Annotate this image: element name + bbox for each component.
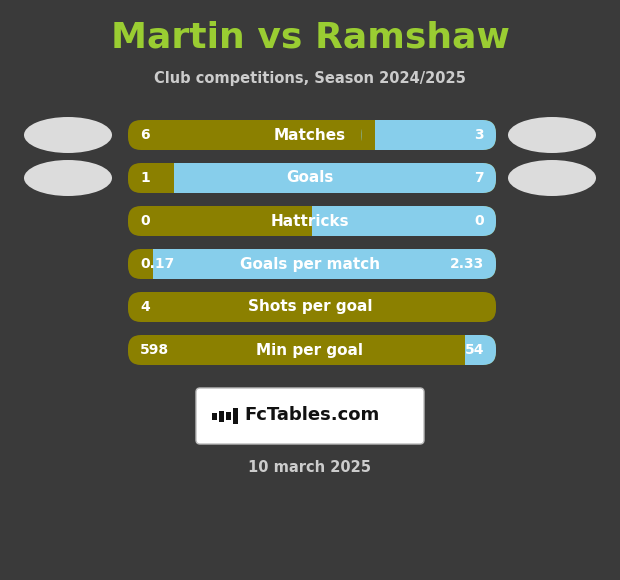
Ellipse shape: [24, 117, 112, 153]
FancyBboxPatch shape: [128, 120, 496, 150]
Text: 7: 7: [474, 171, 484, 185]
Bar: [226, 412, 231, 420]
Bar: [299, 206, 312, 236]
Text: Matches: Matches: [274, 128, 346, 143]
FancyBboxPatch shape: [128, 335, 496, 365]
Bar: [453, 335, 466, 365]
Text: 0: 0: [140, 214, 149, 228]
Text: Shots per goal: Shots per goal: [248, 299, 372, 314]
FancyBboxPatch shape: [196, 388, 424, 444]
FancyBboxPatch shape: [361, 120, 496, 150]
Text: Min per goal: Min per goal: [257, 343, 363, 357]
Text: Club competitions, Season 2024/2025: Club competitions, Season 2024/2025: [154, 71, 466, 85]
Text: 0.17: 0.17: [140, 257, 174, 271]
Text: 2.33: 2.33: [450, 257, 484, 271]
Text: 6: 6: [140, 128, 149, 142]
Bar: [212, 412, 217, 419]
Text: FcTables.com: FcTables.com: [244, 406, 379, 424]
Bar: [361, 120, 374, 150]
FancyBboxPatch shape: [128, 249, 496, 279]
Text: 598: 598: [140, 343, 169, 357]
Text: Hattricks: Hattricks: [271, 213, 349, 229]
Text: Martin vs Ramshaw: Martin vs Ramshaw: [110, 21, 510, 55]
FancyBboxPatch shape: [128, 292, 496, 322]
FancyBboxPatch shape: [453, 335, 496, 365]
Ellipse shape: [24, 160, 112, 196]
FancyBboxPatch shape: [128, 163, 496, 193]
FancyBboxPatch shape: [161, 163, 496, 193]
Bar: [161, 163, 174, 193]
FancyBboxPatch shape: [140, 249, 496, 279]
Ellipse shape: [508, 117, 596, 153]
Text: 54: 54: [464, 343, 484, 357]
FancyBboxPatch shape: [299, 206, 496, 236]
Text: 10 march 2025: 10 march 2025: [249, 461, 371, 476]
Text: 3: 3: [474, 128, 484, 142]
Text: Goals: Goals: [286, 171, 334, 186]
Bar: [219, 411, 224, 422]
FancyBboxPatch shape: [128, 206, 496, 236]
Bar: [233, 408, 238, 424]
Text: 0: 0: [474, 214, 484, 228]
Text: 1: 1: [140, 171, 150, 185]
Ellipse shape: [508, 160, 596, 196]
Bar: [140, 249, 153, 279]
Text: 4: 4: [140, 300, 150, 314]
Text: Goals per match: Goals per match: [240, 256, 380, 271]
